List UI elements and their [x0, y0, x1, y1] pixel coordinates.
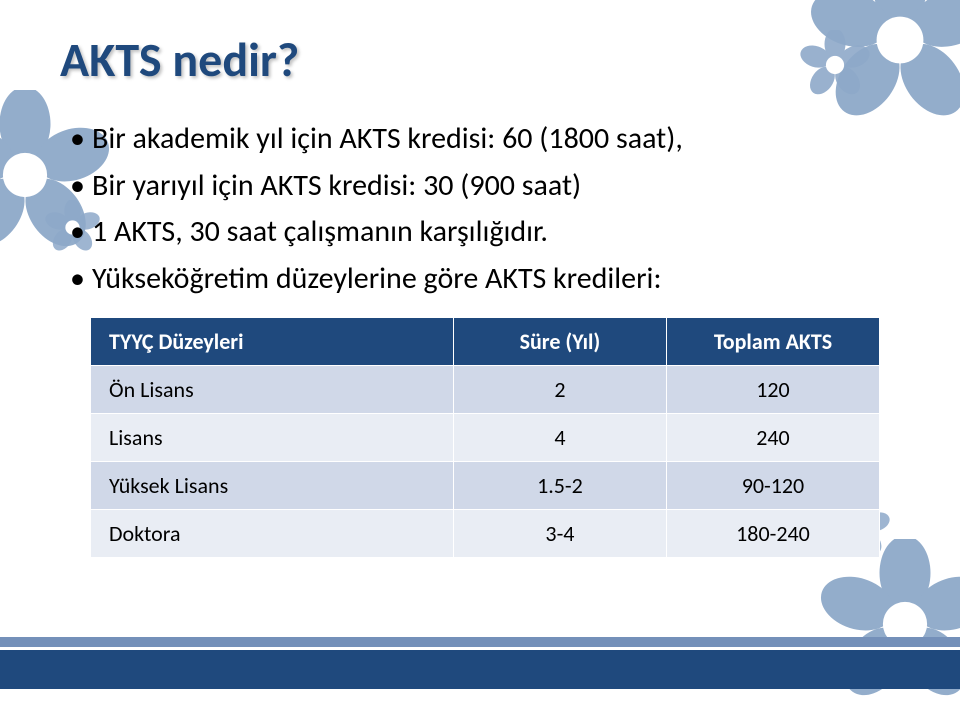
bullet-item: Bir akademik yıl için AKTS kredisi: 60 (… — [70, 119, 900, 160]
footer-accent — [0, 637, 960, 647]
table-cell: 4 — [453, 414, 666, 462]
table-row: Doktora 3-4 180-240 — [91, 510, 880, 558]
table-row: Yüksek Lisans 1.5-2 90-120 — [91, 462, 880, 510]
table-header-cell: TYYÇ Düzeyleri — [91, 318, 454, 366]
page-title: AKTS nedir? — [60, 30, 900, 89]
table-cell: 180-240 — [666, 510, 879, 558]
table-cell: 2 — [453, 366, 666, 414]
footer-bar — [0, 647, 960, 689]
table-row: Lisans 4 240 — [91, 414, 880, 462]
table-cell: 120 — [666, 366, 879, 414]
table-cell: 240 — [666, 414, 879, 462]
table-cell: Yüksek Lisans — [91, 462, 454, 510]
bullet-list: Bir akademik yıl için AKTS kredisi: 60 (… — [60, 119, 900, 299]
table-header-row: TYYÇ Düzeyleri Süre (Yıl) Toplam AKTS — [91, 318, 880, 366]
table-cell: 3-4 — [453, 510, 666, 558]
akts-table: TYYÇ Düzeyleri Süre (Yıl) Toplam AKTS Ön… — [90, 317, 880, 558]
table-header-cell: Toplam AKTS — [666, 318, 879, 366]
table-row: Ön Lisans 2 120 — [91, 366, 880, 414]
table-cell: Ön Lisans — [91, 366, 454, 414]
table-cell: 1.5-2 — [453, 462, 666, 510]
table-cell: 90-120 — [666, 462, 879, 510]
slide-content: AKTS nedir? Bir akademik yıl için AKTS k… — [0, 0, 960, 689]
table-header-cell: Süre (Yıl) — [453, 318, 666, 366]
table-cell: Doktora — [91, 510, 454, 558]
table-cell: Lisans — [91, 414, 454, 462]
bullet-item: Yükseköğretim düzeylerine göre AKTS kred… — [70, 259, 900, 300]
bullet-item: 1 AKTS, 30 saat çalışmanın karşılığıdır. — [70, 212, 900, 253]
bullet-item: Bir yarıyıl için AKTS kredisi: 30 (900 s… — [70, 166, 900, 207]
